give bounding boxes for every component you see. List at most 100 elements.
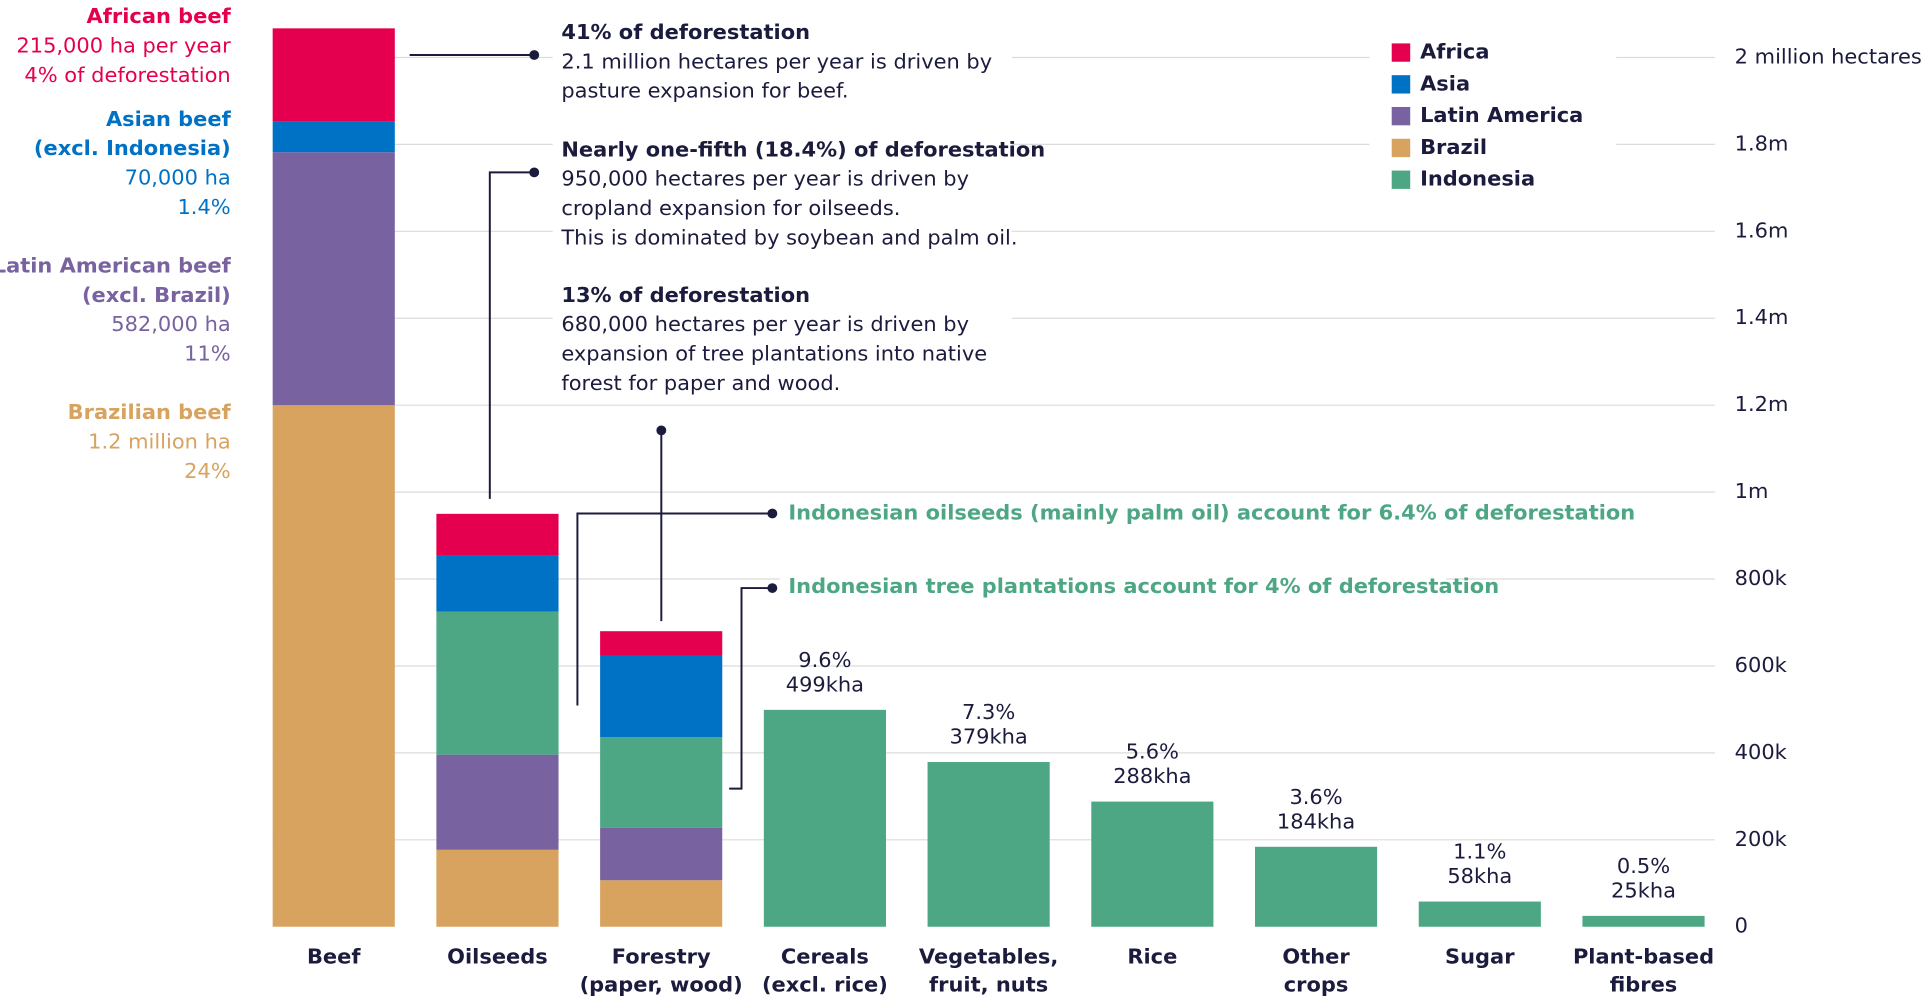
annotation: expansion of tree plantations into nativ… (561, 342, 987, 366)
connector-dot (529, 50, 540, 60)
beef-label: African beef (87, 4, 232, 28)
label-background (552, 132, 1012, 255)
beef-label: (excl. Brazil) (82, 283, 231, 307)
bar (763, 709, 886, 927)
bar-segment (272, 121, 395, 153)
y-tick-label: 1.6m (1735, 218, 1789, 242)
legend-swatch (1391, 138, 1411, 158)
beef-label: (excl. Indonesia) (34, 136, 231, 160)
bar-segment (272, 28, 395, 122)
legend-label: Africa (1420, 40, 1489, 64)
bar-segment (436, 513, 559, 556)
connector-dot (529, 167, 540, 178)
share-label: 3.6% (1289, 785, 1342, 809)
label-background (552, 14, 1012, 108)
bar-segment (600, 827, 723, 881)
beef-label: 70,000 ha (125, 166, 231, 190)
beef-label: 24% (184, 459, 231, 483)
legend-swatch (1391, 106, 1411, 126)
legend-swatch (1391, 43, 1411, 62)
y-tick-label: 600k (1735, 653, 1788, 677)
beef-label: 582,000 ha (111, 312, 230, 336)
y-tick-label: 800k (1735, 566, 1788, 590)
bar (927, 762, 1050, 927)
annotation: 41% of deforestation (561, 20, 810, 44)
annotation: cropland expansion for oilseeds. (561, 196, 900, 220)
x-tick-label: Other (1282, 944, 1350, 968)
annotation: forest for paper and wood. (561, 371, 840, 395)
annotation: 2.1 million hectares per year is driven … (561, 49, 992, 73)
legend-label: Indonesia (1420, 167, 1535, 191)
connector-dot (767, 508, 778, 519)
connector-dot (767, 583, 778, 593)
x-tick-label: Oilseeds (447, 944, 548, 968)
beef-label: Latin American beef (0, 254, 232, 278)
x-tick-label: fibres (1610, 972, 1678, 996)
x-tick-label: crops (1284, 972, 1349, 996)
y-tick-label: 1m (1735, 479, 1769, 503)
share-label: 5.6% (1126, 740, 1179, 764)
beef-label: 11% (184, 342, 231, 366)
x-tick-label: Forestry (612, 944, 711, 968)
beef-label: 1.2 million ha (88, 430, 231, 454)
bar (1255, 846, 1378, 927)
label-background (552, 278, 1012, 402)
green-annotation: Indonesian oilseeds (mainly palm oil) ac… (788, 501, 1635, 525)
x-tick-label: Sugar (1445, 944, 1515, 968)
grid (272, 14, 1715, 841)
bar (1418, 901, 1541, 927)
bar-segment (272, 405, 395, 927)
connector (729, 587, 773, 790)
value-label: 184kha (1277, 809, 1355, 833)
bar-segment (272, 152, 395, 406)
legend-label: Asia (1420, 71, 1470, 95)
y-tick-label: 2 million hectares (1735, 45, 1921, 69)
connector (488, 171, 535, 499)
beef-label: 4% of deforestation (24, 63, 230, 87)
y-tick-label: 1.8m (1735, 131, 1789, 155)
beef-label: Asian beef (106, 107, 232, 131)
beef-label: Brazilian beef (68, 400, 232, 424)
y-tick-label: 1.4m (1735, 305, 1789, 329)
x-tick-label: (paper, wood) (580, 972, 743, 996)
x-tick-label: Rice (1127, 944, 1177, 968)
bar-segment (600, 880, 723, 927)
green-annotation: Indonesian tree plantations account for … (788, 574, 1499, 598)
legend-label: Latin America (1420, 103, 1583, 127)
share-label: 0.5% (1617, 854, 1670, 878)
connector (576, 512, 773, 706)
legend-swatch (1391, 75, 1411, 94)
bar-segment (600, 631, 723, 656)
annotation: 680,000 hectares per year is driven by (561, 312, 969, 336)
bar (1582, 915, 1705, 927)
bar-segment (436, 754, 559, 850)
bar-segment (436, 555, 559, 612)
annotation: pasture expansion for beef. (561, 79, 848, 103)
x-tick-label: (excl. rice) (762, 972, 888, 996)
bar (1091, 801, 1214, 927)
y-tick-label: 200k (1735, 827, 1788, 851)
value-label: 499kha (786, 672, 864, 696)
x-tick-label: Vegetables, (919, 944, 1058, 968)
share-label: 7.3% (962, 700, 1015, 724)
annotation: This is dominated by soybean and palm oi… (560, 225, 1017, 249)
annotation: 13% of deforestation (561, 283, 810, 307)
bar-segment (600, 737, 723, 828)
bar-segment (436, 611, 559, 755)
value-label: 58kha (1447, 864, 1512, 888)
beef-label: 1.4% (177, 195, 230, 219)
share-label: 1.1% (1453, 840, 1506, 864)
annotation: Nearly one-fifth (18.4%) of deforestatio… (561, 137, 1045, 161)
annotation: 950,000 hectares per year is driven by (561, 167, 969, 191)
y-tick-label: 1.2m (1735, 392, 1789, 416)
legend-swatch (1391, 170, 1411, 189)
label-background (779, 496, 1570, 531)
share-label: 9.6% (798, 648, 851, 672)
value-label: 25kha (1611, 878, 1676, 902)
bar-segment (436, 849, 559, 927)
bar-segment (600, 655, 723, 738)
label-background (1369, 34, 1617, 199)
beef-label: 215,000 ha per year (16, 34, 231, 58)
x-tick-label: Plant-based (1573, 944, 1714, 968)
